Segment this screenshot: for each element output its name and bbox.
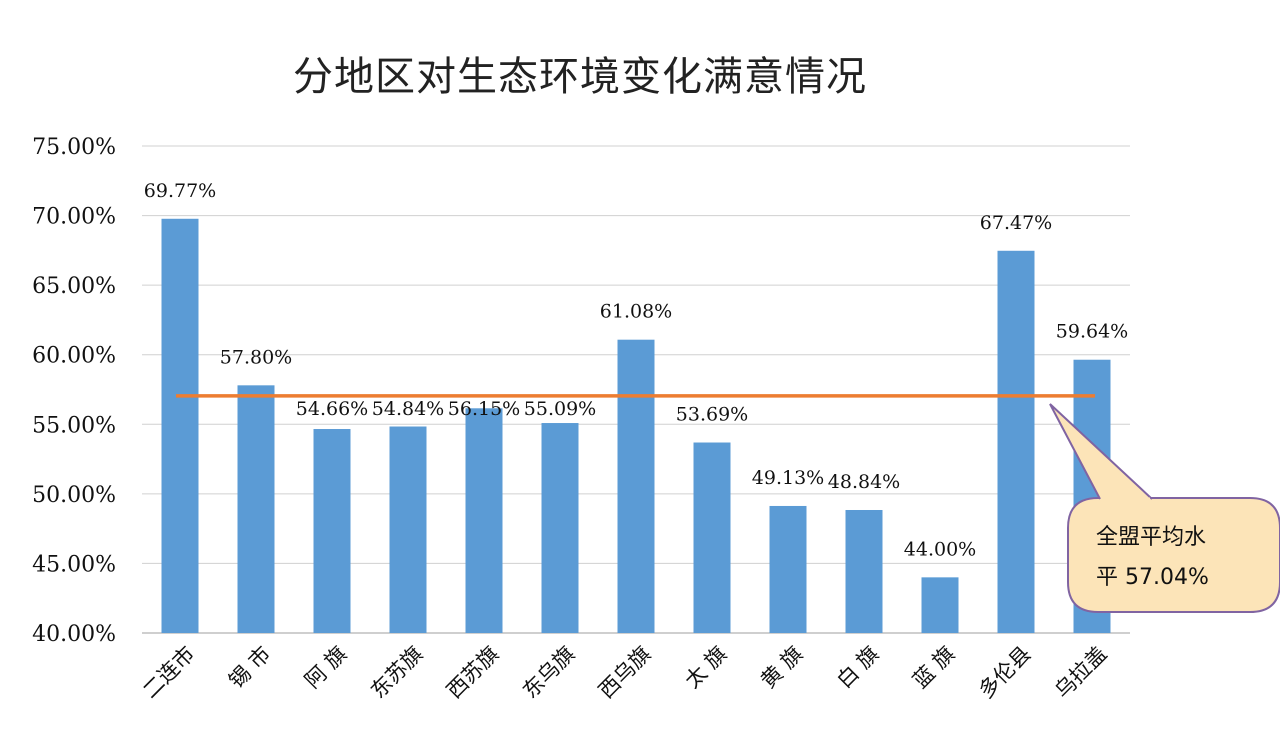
x-tick-label: 西乌旗 <box>594 642 656 704</box>
bar <box>541 423 579 633</box>
x-tick-label: 东乌旗 <box>518 642 580 704</box>
x-tick-label: 锡 市 <box>224 642 275 693</box>
data-label: 59.64% <box>1056 321 1128 343</box>
x-tick-label: 太 旗 <box>680 642 731 693</box>
data-label: 53.69% <box>676 404 748 426</box>
y-tick-label: 55.00% <box>32 413 116 438</box>
x-tick-label: 乌拉盖 <box>1050 642 1112 704</box>
data-label: 49.13% <box>752 467 824 489</box>
y-tick-label: 70.00% <box>32 205 116 230</box>
bar <box>161 218 199 633</box>
y-axis-ticks: 40.00% 45.00% 50.00% 55.00% 60.00% 65.00% 70.0… <box>32 135 116 647</box>
bar <box>693 442 731 633</box>
callout-box <box>1067 497 1280 613</box>
bar <box>313 429 351 633</box>
bars <box>161 218 1111 633</box>
bar <box>845 509 883 633</box>
x-tick-label: 黄 旗 <box>756 642 807 693</box>
y-tick-label: 75.00% <box>32 135 116 160</box>
x-tick-label: 二连市 <box>138 642 200 704</box>
x-tick-label: 东苏旗 <box>366 642 428 704</box>
y-tick-label: 50.00% <box>32 483 116 508</box>
bar <box>465 408 503 633</box>
data-label: 55.09% <box>524 398 596 420</box>
average-callout-line2: 平 57.04% <box>1096 565 1209 590</box>
data-label: 61.08% <box>600 301 672 323</box>
bar <box>617 339 655 633</box>
chart-title: 分地区对生态环境变化满意情况 <box>293 54 867 100</box>
bar <box>769 505 807 633</box>
x-tick-label: 蓝 旗 <box>908 642 959 693</box>
data-label: 54.66% <box>296 398 368 420</box>
average-callout-line1: 全盟平均水 <box>1096 525 1207 550</box>
average-callout-group <box>1049 403 1280 613</box>
x-tick-label: 白 旗 <box>832 642 883 693</box>
y-tick-label: 60.00% <box>32 344 116 369</box>
callout-pointer-outline <box>1049 403 1153 500</box>
x-axis-ticks: 二连市锡 市阿 旗东苏旗 西苏旗 东乌旗 西乌旗太 旗黄 旗白 旗蓝 旗多伦县 乌拉盖 <box>138 642 1112 704</box>
data-label: 54.84% <box>372 398 444 420</box>
y-tick-label: 65.00% <box>32 274 116 299</box>
data-labels: 69.77% 57.80% 54.66% 54.84% 56.15% 55.09% 61.0… <box>144 180 1128 561</box>
data-label: 48.84% <box>828 471 900 493</box>
y-tick-label: 45.00% <box>32 552 116 577</box>
data-label: 69.77% <box>144 180 216 202</box>
data-label: 67.47% <box>980 212 1052 234</box>
y-tick-label: 40.00% <box>32 622 116 647</box>
bar <box>237 385 275 633</box>
data-label: 56.15% <box>448 398 520 420</box>
data-label: 57.80% <box>220 346 292 368</box>
data-label: 44.00% <box>904 538 976 560</box>
x-tick-label: 多伦县 <box>974 642 1036 704</box>
x-tick-label: 西苏旗 <box>442 642 504 704</box>
bar <box>997 250 1035 633</box>
bar <box>389 426 427 633</box>
bar <box>921 577 959 633</box>
average-callout-text: 全盟平均水 平 57.04% <box>1096 518 1264 598</box>
x-tick-label: 阿 旗 <box>300 642 351 693</box>
